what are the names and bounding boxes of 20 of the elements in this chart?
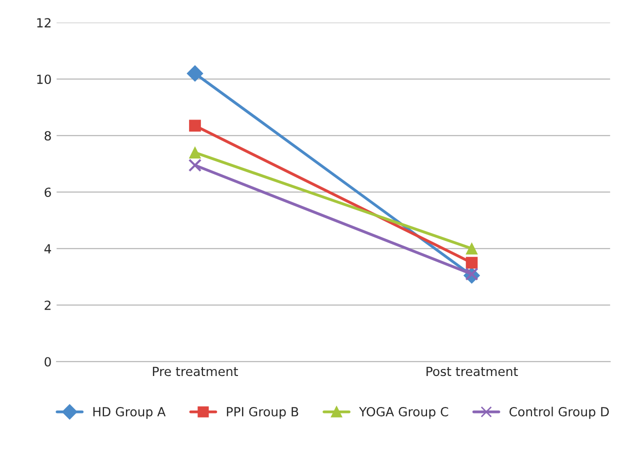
y-tick-label: 2 xyxy=(44,300,50,310)
point xyxy=(465,267,478,281)
legend-label: PPI Group B xyxy=(226,406,298,419)
point xyxy=(189,146,201,158)
y-tick-label: 4 xyxy=(44,244,52,254)
x-tick-label: Post treatment xyxy=(426,366,518,376)
point xyxy=(466,242,478,255)
y-tick-label: 10 xyxy=(37,74,51,84)
point xyxy=(466,256,478,269)
legend-label: Control Group D xyxy=(509,406,609,419)
x-tick-label: Pre treatment xyxy=(152,366,238,376)
point xyxy=(189,120,201,132)
y-tick-label: 0 xyxy=(44,357,51,367)
legend-label: YOGA Group C xyxy=(359,406,448,419)
y-tick-label: 6 xyxy=(44,188,51,198)
y-tick-label: 8 xyxy=(44,131,51,141)
point xyxy=(186,65,204,82)
y-tick-label: 12 xyxy=(37,18,50,28)
legend-label: HD Group A xyxy=(93,406,166,419)
point xyxy=(188,158,202,172)
